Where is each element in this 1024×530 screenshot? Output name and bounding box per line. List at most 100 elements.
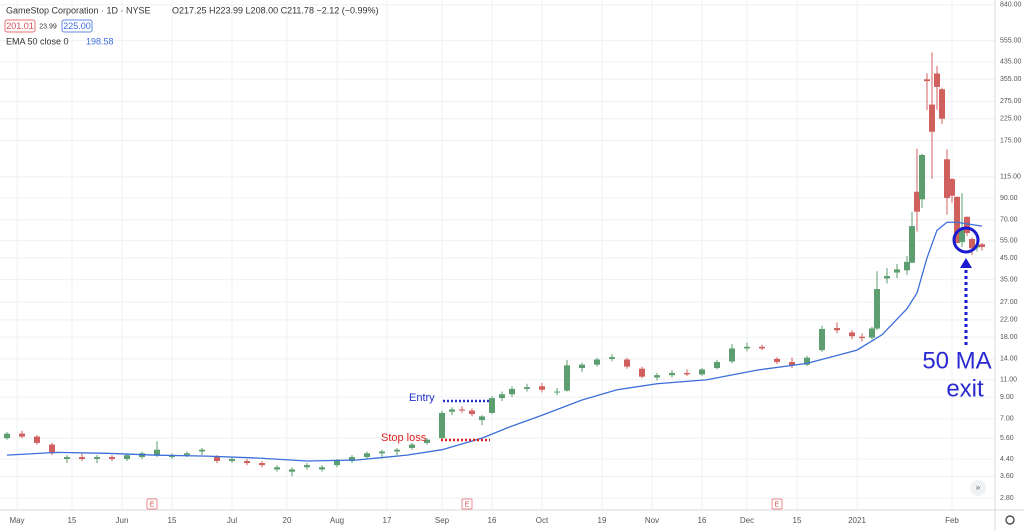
candle-body <box>334 460 340 466</box>
candle-body <box>94 457 100 460</box>
candle-body <box>684 372 690 375</box>
earnings-marker <box>461 498 473 510</box>
candle-body <box>964 216 970 234</box>
x-tick-label: Nov <box>645 516 659 525</box>
candle-body <box>349 457 355 461</box>
y-tick-label: 90.00 <box>1000 195 1018 202</box>
candle-body <box>379 451 385 454</box>
candle-body <box>774 358 780 363</box>
candle-body <box>819 328 825 351</box>
candle-body <box>759 346 765 349</box>
candle-body <box>924 79 930 82</box>
y-tick-label: 225.00 <box>1000 116 1022 123</box>
y-tick-label: 55.00 <box>1000 237 1018 244</box>
y-tick-label: 175.00 <box>1000 137 1022 144</box>
candle-body <box>954 196 960 243</box>
candle-body <box>19 433 25 437</box>
x-tick-label: Feb <box>945 516 959 525</box>
indicator-label: EMA 50 close 0 <box>6 36 69 46</box>
candle-body <box>554 391 560 393</box>
candle-body <box>199 449 205 452</box>
earnings-marker <box>771 498 783 510</box>
earnings-label: E <box>775 501 780 508</box>
scroll-button[interactable] <box>970 480 986 496</box>
candle-body <box>904 261 910 271</box>
y-tick-label: 7.00 <box>1000 416 1014 423</box>
candle-body <box>229 459 235 461</box>
candle-body <box>49 444 55 454</box>
entry-label: Entry <box>409 392 435 404</box>
grid <box>0 0 995 510</box>
y-tick-label: 9.00 <box>1000 394 1014 401</box>
candle-body <box>524 387 530 389</box>
stop-label: Stop loss <box>381 432 427 444</box>
candle-body <box>109 457 115 460</box>
x-tick-label: 15 <box>168 516 177 525</box>
candle-body <box>699 369 705 375</box>
candle-body <box>914 191 920 212</box>
y-tick-label: 22.00 <box>1000 317 1018 324</box>
candle-body <box>489 398 495 413</box>
x-tick-label: Oct <box>536 516 549 525</box>
candle-body <box>459 409 465 411</box>
bid: 201.01 <box>6 21 34 31</box>
x-tick-label: 2021 <box>848 516 866 525</box>
x-tick-label: May <box>9 516 24 525</box>
candle-body <box>834 328 840 331</box>
candle-body <box>564 365 570 391</box>
y-tick-label: 18.00 <box>1000 334 1018 341</box>
settings-icon[interactable] <box>1005 515 1015 525</box>
y-tick-label: 45.00 <box>1000 255 1018 262</box>
candle-body <box>289 469 295 472</box>
candle-body <box>874 289 880 329</box>
candle-body <box>319 467 325 470</box>
candle-body <box>594 359 600 365</box>
y-tick-label: 35.00 <box>1000 277 1018 284</box>
candle-body <box>244 460 250 464</box>
candle-body <box>859 336 865 339</box>
x-tick-label: Jun <box>116 516 129 525</box>
candle-body <box>654 375 660 378</box>
y-tick-label: 3.60 <box>1000 473 1014 480</box>
candle-body <box>939 89 945 119</box>
ask: 225.00 <box>63 21 91 31</box>
candle-body <box>479 416 485 421</box>
candle-body <box>539 386 545 390</box>
candle-body <box>959 227 965 243</box>
candle-body <box>124 455 130 460</box>
candle-body <box>579 364 585 369</box>
candle-body <box>469 410 475 415</box>
ask-box[interactable] <box>61 19 93 33</box>
x-tick-label: 15 <box>68 516 77 525</box>
ema-line <box>6 221 983 462</box>
y-tick-label: 555.00 <box>1000 37 1022 44</box>
candle-body <box>449 409 455 412</box>
x-tick-label: 19 <box>598 516 607 525</box>
candle-body <box>934 73 940 87</box>
earnings-label: E <box>465 501 470 508</box>
exit-arrowhead <box>960 258 972 268</box>
candle-body <box>744 346 750 349</box>
candle-body <box>424 439 430 443</box>
candle-body <box>624 359 630 367</box>
candle-body <box>499 394 505 399</box>
candle-body <box>409 444 415 448</box>
candle-body <box>714 362 720 369</box>
candle-body <box>609 357 615 359</box>
candle-body <box>949 179 955 196</box>
candle-body <box>214 457 220 461</box>
candle-body <box>509 388 515 395</box>
exit-label-2: exit <box>946 375 984 402</box>
indicator-value: 198.58 <box>86 36 114 46</box>
candle-body <box>729 348 735 362</box>
candle-body <box>274 467 280 470</box>
x-tick-label: Sep <box>435 516 450 525</box>
x-tick-label: Aug <box>330 516 344 525</box>
ohlc-legend: O217.25 H223.99 L208.00 C211.78 −2.12 (−… <box>172 5 379 15</box>
scroll-icon: » <box>976 483 981 492</box>
exit-label-1: 50 MA <box>922 347 991 374</box>
spread: 23.99 <box>39 23 57 30</box>
x-tick-label: 16 <box>698 516 707 525</box>
bid-box[interactable] <box>4 19 36 33</box>
